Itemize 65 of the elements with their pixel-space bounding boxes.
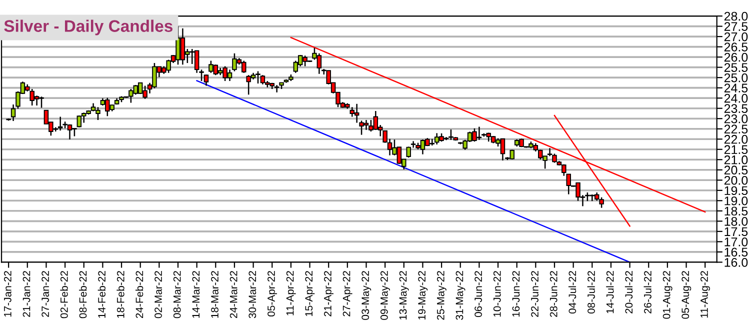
candlestick xyxy=(199,68,204,82)
y-tick-label: 23.5 xyxy=(724,104,748,113)
x-tick-label: 28-Jun-22 xyxy=(550,271,558,317)
x-tick-label: 13-May-22 xyxy=(399,271,409,320)
x-tick-label: 16-Jun-22 xyxy=(512,271,520,317)
y-tick-label: 17.5 xyxy=(724,227,748,236)
y-tick-label: 28.0 xyxy=(724,12,748,21)
x-tick-label: 18-Mar-22 xyxy=(211,271,218,318)
chart-title: Silver - Daily Candles xyxy=(4,20,172,36)
y-tick-label: 26.5 xyxy=(724,42,748,52)
x-tick-label: 26-Jul-22 xyxy=(644,271,652,314)
x-tick-label: 10-Jun-22 xyxy=(493,271,501,317)
x-tick-label: 17-Jan-22 xyxy=(4,271,12,317)
y-tick-label: 21.5 xyxy=(724,145,748,154)
y-tick-label: 27.5 xyxy=(724,22,748,31)
y-tick-label: 18.0 xyxy=(724,216,748,226)
x-tick-label: 31-May-22 xyxy=(456,271,466,320)
y-tick-label: 23.0 xyxy=(724,114,748,124)
x-tick-label: 21-Jan-22 xyxy=(22,271,30,317)
x-tick-label: 11-Apr-22 xyxy=(286,271,296,316)
x-tick-label: 08-Mar-22 xyxy=(173,271,181,318)
x-tick-label: 24-Feb-22 xyxy=(135,271,144,318)
y-tick-label: 16.5 xyxy=(724,248,748,257)
x-tick-label: 02-Feb-22 xyxy=(60,271,68,318)
x-tick-label: 30-Mar-22 xyxy=(248,271,256,318)
x-tick-label: 21-Apr-22 xyxy=(324,271,334,316)
x-tick-label: 01-Aug-22 xyxy=(662,271,672,319)
x-tick-label: 06-Jun-22 xyxy=(474,271,482,318)
x-tick-label: 05-Apr-22 xyxy=(268,271,277,316)
x-tick-label: 22-Jun-22 xyxy=(531,271,538,317)
y-tick-label: 19.5 xyxy=(724,186,748,196)
y-tick-label: 22.5 xyxy=(724,124,748,134)
y-tick-label: 20.5 xyxy=(724,166,748,175)
y-tick-label: 18.5 xyxy=(724,206,748,216)
y-tick-label: 25.0 xyxy=(724,73,748,82)
y-tick-label: 24.0 xyxy=(724,94,748,103)
y-tick-label: 19.0 xyxy=(724,196,748,206)
x-tick-label: 25-May-22 xyxy=(436,271,446,320)
x-tick-label: 11-Aug-22 xyxy=(700,271,710,318)
x-tick-label: 05-Aug-22 xyxy=(682,271,692,319)
x-tick-label: 04-Jul-22 xyxy=(568,271,576,314)
y-tick-label: 25.5 xyxy=(724,63,748,72)
x-tick-label: 18-Feb-22 xyxy=(116,271,124,318)
x-tick-label: 09-May-22 xyxy=(380,271,390,320)
x-tick-label: 14-Jul-22 xyxy=(606,271,614,314)
y-tick-label: 24.5 xyxy=(724,84,748,92)
y-tick-label: 16.0 xyxy=(724,258,748,267)
x-tick-label: 03-May-22 xyxy=(362,271,372,320)
x-tick-label: 15-Apr-22 xyxy=(305,271,315,316)
y-tick-label: 20.0 xyxy=(724,176,748,185)
x-tick-label: 20-Jul-22 xyxy=(624,271,633,314)
y-tick-label: 27.0 xyxy=(724,32,748,42)
x-tick-label: 27-Apr-22 xyxy=(342,271,352,316)
y-tick-label: 26.0 xyxy=(724,52,748,62)
y-tick-label: 22.0 xyxy=(724,134,748,144)
x-tick-label: 27-Jan-22 xyxy=(42,271,50,317)
x-tick-label: 02-Mar-22 xyxy=(154,271,162,318)
y-tick-label: 21.0 xyxy=(724,155,748,164)
x-tick-label: 14-Mar-22 xyxy=(192,271,200,318)
x-tick-label: 08-Feb-22 xyxy=(79,271,87,318)
x-tick-label: 14-Feb-22 xyxy=(98,271,106,318)
x-tick-label: 08-Jul-22 xyxy=(587,271,595,314)
x-tick-label: 19-May-22 xyxy=(418,271,428,320)
y-tick-label: 17.0 xyxy=(724,237,748,246)
x-tick-label: 24-Mar-22 xyxy=(230,271,238,318)
